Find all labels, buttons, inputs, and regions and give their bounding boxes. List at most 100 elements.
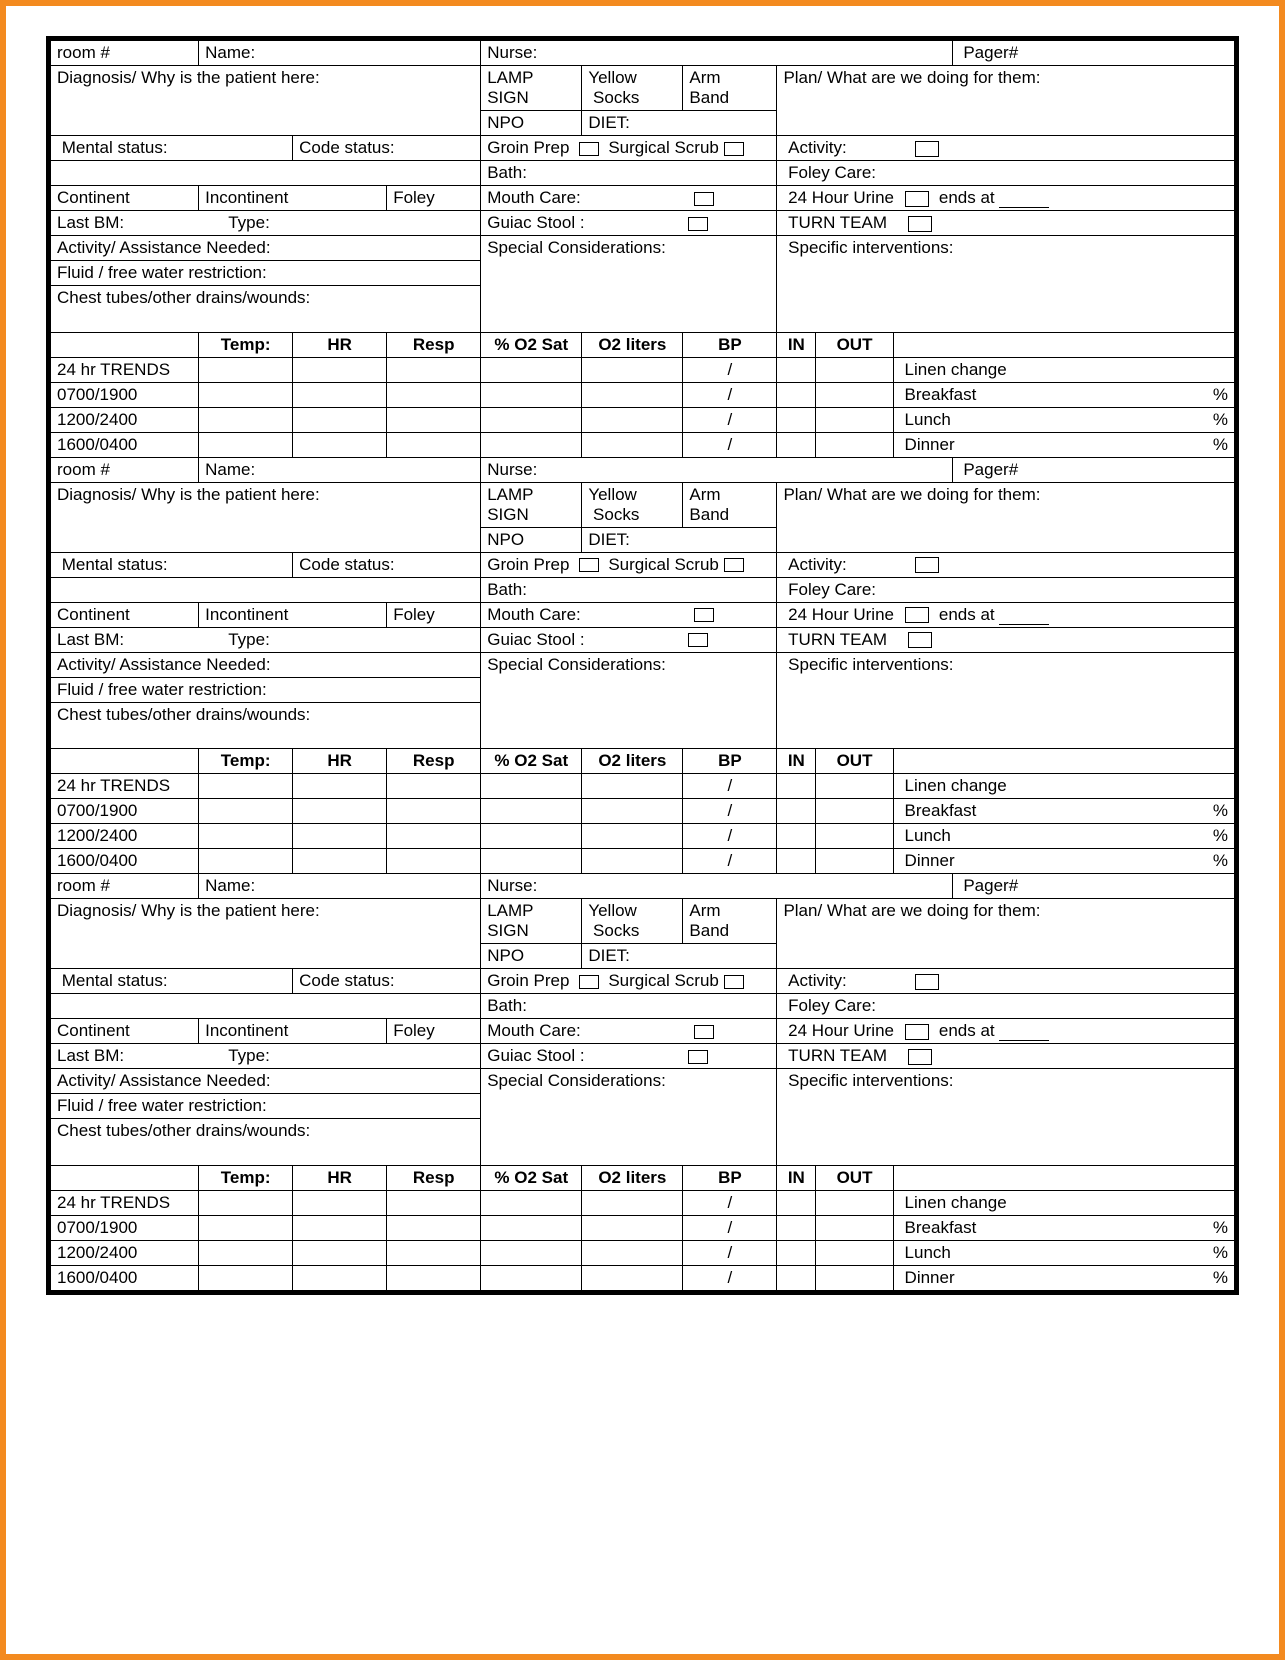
urine-checkbox[interactable] xyxy=(905,1024,929,1040)
o2sat-cell[interactable] xyxy=(481,382,582,407)
resp-cell[interactable] xyxy=(387,382,481,407)
groin-checkbox[interactable] xyxy=(579,558,599,572)
turn-checkbox[interactable] xyxy=(908,1049,932,1065)
o2sat-cell[interactable] xyxy=(481,824,582,849)
scrub-checkbox[interactable] xyxy=(724,975,744,989)
in-cell[interactable] xyxy=(777,824,816,849)
bp-cell[interactable]: / xyxy=(683,1215,777,1240)
mouth-checkbox[interactable] xyxy=(694,608,714,622)
scrub-checkbox[interactable] xyxy=(724,558,744,572)
resp-cell[interactable] xyxy=(387,849,481,874)
bp-cell[interactable]: / xyxy=(683,357,777,382)
temp-cell[interactable] xyxy=(199,1240,293,1265)
o2sat-cell[interactable] xyxy=(481,357,582,382)
o2liters-cell[interactable] xyxy=(582,1240,683,1265)
in-cell[interactable] xyxy=(777,774,816,799)
bp-cell[interactable]: / xyxy=(683,432,777,457)
o2liters-cell[interactable] xyxy=(582,382,683,407)
urine-checkbox[interactable] xyxy=(905,607,929,623)
activity-checkbox[interactable] xyxy=(915,141,939,157)
in-cell[interactable] xyxy=(777,1265,816,1290)
resp-cell[interactable] xyxy=(387,1215,481,1240)
out-cell[interactable] xyxy=(816,1190,894,1215)
groin-checkbox[interactable] xyxy=(579,142,599,156)
o2liters-cell[interactable] xyxy=(582,432,683,457)
bp-cell[interactable]: / xyxy=(683,1265,777,1290)
bp-cell[interactable]: / xyxy=(683,407,777,432)
temp-cell[interactable] xyxy=(199,432,293,457)
o2sat-cell[interactable] xyxy=(481,1240,582,1265)
hr-cell[interactable] xyxy=(293,774,387,799)
temp-cell[interactable] xyxy=(199,824,293,849)
resp-cell[interactable] xyxy=(387,824,481,849)
temp-cell[interactable] xyxy=(199,1215,293,1240)
scrub-checkbox[interactable] xyxy=(724,142,744,156)
bp-cell[interactable]: / xyxy=(683,774,777,799)
hr-cell[interactable] xyxy=(293,382,387,407)
in-cell[interactable] xyxy=(777,382,816,407)
o2sat-cell[interactable] xyxy=(481,849,582,874)
resp-cell[interactable] xyxy=(387,799,481,824)
hr-cell[interactable] xyxy=(293,799,387,824)
out-cell[interactable] xyxy=(816,1265,894,1290)
in-cell[interactable] xyxy=(777,1240,816,1265)
bp-cell[interactable]: / xyxy=(683,849,777,874)
resp-cell[interactable] xyxy=(387,1190,481,1215)
out-cell[interactable] xyxy=(816,824,894,849)
activity-checkbox[interactable] xyxy=(915,557,939,573)
o2liters-cell[interactable] xyxy=(582,1190,683,1215)
bp-cell[interactable]: / xyxy=(683,799,777,824)
bp-cell[interactable]: / xyxy=(683,382,777,407)
temp-cell[interactable] xyxy=(199,1265,293,1290)
o2sat-cell[interactable] xyxy=(481,1265,582,1290)
o2liters-cell[interactable] xyxy=(582,1265,683,1290)
hr-cell[interactable] xyxy=(293,849,387,874)
guiac-checkbox[interactable] xyxy=(688,633,708,647)
hr-cell[interactable] xyxy=(293,407,387,432)
out-cell[interactable] xyxy=(816,1215,894,1240)
o2liters-cell[interactable] xyxy=(582,774,683,799)
o2sat-cell[interactable] xyxy=(481,1215,582,1240)
out-cell[interactable] xyxy=(816,382,894,407)
bp-cell[interactable]: / xyxy=(683,1240,777,1265)
hr-cell[interactable] xyxy=(293,824,387,849)
temp-cell[interactable] xyxy=(199,382,293,407)
o2sat-cell[interactable] xyxy=(481,799,582,824)
ends-at-blank[interactable] xyxy=(999,1040,1049,1041)
out-cell[interactable] xyxy=(816,849,894,874)
resp-cell[interactable] xyxy=(387,774,481,799)
resp-cell[interactable] xyxy=(387,357,481,382)
o2liters-cell[interactable] xyxy=(582,1215,683,1240)
turn-checkbox[interactable] xyxy=(908,216,932,232)
temp-cell[interactable] xyxy=(199,357,293,382)
o2liters-cell[interactable] xyxy=(582,824,683,849)
temp-cell[interactable] xyxy=(199,407,293,432)
out-cell[interactable] xyxy=(816,432,894,457)
resp-cell[interactable] xyxy=(387,1265,481,1290)
urine-checkbox[interactable] xyxy=(905,191,929,207)
in-cell[interactable] xyxy=(777,407,816,432)
out-cell[interactable] xyxy=(816,799,894,824)
o2liters-cell[interactable] xyxy=(582,849,683,874)
o2liters-cell[interactable] xyxy=(582,407,683,432)
temp-cell[interactable] xyxy=(199,799,293,824)
in-cell[interactable] xyxy=(777,1190,816,1215)
in-cell[interactable] xyxy=(777,799,816,824)
in-cell[interactable] xyxy=(777,1215,816,1240)
groin-checkbox[interactable] xyxy=(579,975,599,989)
in-cell[interactable] xyxy=(777,357,816,382)
o2sat-cell[interactable] xyxy=(481,774,582,799)
hr-cell[interactable] xyxy=(293,432,387,457)
mouth-checkbox[interactable] xyxy=(694,192,714,206)
hr-cell[interactable] xyxy=(293,1240,387,1265)
turn-checkbox[interactable] xyxy=(908,632,932,648)
temp-cell[interactable] xyxy=(199,774,293,799)
guiac-checkbox[interactable] xyxy=(688,1050,708,1064)
temp-cell[interactable] xyxy=(199,849,293,874)
out-cell[interactable] xyxy=(816,357,894,382)
mouth-checkbox[interactable] xyxy=(694,1025,714,1039)
resp-cell[interactable] xyxy=(387,1240,481,1265)
o2sat-cell[interactable] xyxy=(481,407,582,432)
resp-cell[interactable] xyxy=(387,407,481,432)
activity-checkbox[interactable] xyxy=(915,974,939,990)
